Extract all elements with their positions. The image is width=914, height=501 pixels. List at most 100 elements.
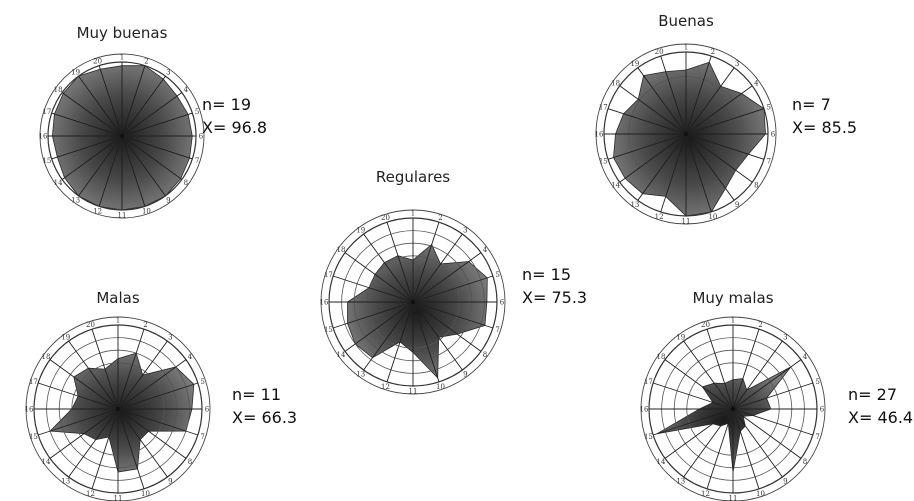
spoke-line <box>685 108 765 135</box>
axis-label: 10 <box>436 383 445 391</box>
axis-label: 16 <box>640 406 649 414</box>
center-dot <box>730 406 736 412</box>
spoke-line <box>68 408 119 478</box>
axis-label: 3 <box>463 227 467 235</box>
axis-label: 9 <box>783 478 787 486</box>
spoke-line <box>49 359 119 410</box>
mean-score-label: X= 96.8 <box>202 118 267 137</box>
mean-score-label: X= 75.3 <box>522 288 587 307</box>
spoke-line <box>51 135 123 160</box>
axis-label: 14 <box>42 458 51 466</box>
axis-label: 3 <box>735 60 739 68</box>
spoke-line <box>61 135 123 180</box>
axis-label: 15 <box>324 326 333 334</box>
axis-label: 15 <box>42 157 51 165</box>
spoke-line <box>61 92 123 137</box>
axis-label: 8 <box>483 351 487 359</box>
spoke-line <box>412 221 440 303</box>
spoke-line <box>91 408 119 490</box>
spoke-line <box>117 382 199 410</box>
spoke-line <box>37 382 119 410</box>
spoke-line <box>117 408 199 436</box>
spoke-line <box>117 408 145 490</box>
spoke-line <box>683 340 734 410</box>
axis-label: 6 <box>205 406 210 414</box>
spoke-line <box>78 135 123 197</box>
axis-label: 9 <box>168 478 172 486</box>
spoke-line <box>363 233 414 303</box>
spoke-line <box>332 301 414 329</box>
spoke-line <box>685 67 735 135</box>
center-dot <box>683 131 689 137</box>
axis-label: 13 <box>676 478 685 486</box>
mean-score-label: X= 66.3 <box>232 408 297 427</box>
axis-label: 16 <box>25 406 34 414</box>
spoke-line <box>660 133 687 213</box>
outer-ring <box>640 316 826 501</box>
chart-title: Malas <box>96 289 139 307</box>
axis-label: 12 <box>93 208 102 216</box>
spoke-line <box>619 85 687 135</box>
spoke-line <box>121 75 166 137</box>
spoke-line <box>732 408 802 459</box>
axis-label: 2 <box>144 57 148 65</box>
axis-label: 18 <box>611 79 620 87</box>
axis-label: 10 <box>756 490 765 498</box>
axis-label: 6 <box>820 406 825 414</box>
spoke-line <box>685 133 765 160</box>
axis-label: 20 <box>381 214 390 222</box>
spoke-line <box>121 135 146 207</box>
spoke-line <box>117 340 168 410</box>
spoke-line <box>98 135 123 207</box>
sample-size-label: n= 11 <box>232 385 281 404</box>
axis-label: 6 <box>500 299 505 307</box>
axis-label: 19 <box>71 69 80 77</box>
spoke-line <box>37 408 119 436</box>
center-dot <box>410 299 416 305</box>
axis-label: 1 <box>684 44 688 52</box>
axis-label: 18 <box>337 246 346 254</box>
axis-label: 12 <box>701 490 710 498</box>
axis-label: 5 <box>495 271 499 279</box>
axis-label: 11 <box>409 388 418 396</box>
axis-label: 3 <box>783 334 787 342</box>
center-dot <box>119 133 125 139</box>
axis-label: 19 <box>676 334 685 342</box>
sample-size-label: n= 19 <box>202 95 251 114</box>
axis-label: 1 <box>116 317 120 325</box>
spoke-line <box>344 252 414 303</box>
chart-title: Buenas <box>658 12 714 30</box>
axis-label: 17 <box>42 108 51 116</box>
spoke-line <box>732 408 760 490</box>
spoke-line <box>732 340 783 410</box>
spoke-line <box>685 133 753 183</box>
spoke-line <box>652 382 734 410</box>
axis-label: 12 <box>381 383 390 391</box>
outer-ring <box>39 53 205 219</box>
spoke-line <box>117 408 187 459</box>
axis-label: 14 <box>611 182 620 190</box>
spoke-line <box>652 408 734 436</box>
axis-label: 11 <box>729 495 738 501</box>
axis-label: 19 <box>61 334 70 342</box>
axis-label: 4 <box>483 246 488 254</box>
spoke-line <box>685 85 753 135</box>
axis-label: 20 <box>701 321 710 329</box>
axis-label: 1 <box>411 210 415 218</box>
axis-label: 18 <box>42 353 51 361</box>
axis-label: 5 <box>200 378 204 386</box>
spoke-line <box>121 135 193 160</box>
mean-score-label: X= 85.5 <box>792 118 857 137</box>
axis-label: 19 <box>630 60 639 68</box>
axis-label: 7 <box>195 157 199 165</box>
axis-label: 13 <box>71 196 80 204</box>
spoke-line <box>363 301 414 371</box>
axis-label: 18 <box>657 353 666 361</box>
sample-size-label: n= 15 <box>522 265 571 284</box>
axis-label: 17 <box>29 378 38 386</box>
